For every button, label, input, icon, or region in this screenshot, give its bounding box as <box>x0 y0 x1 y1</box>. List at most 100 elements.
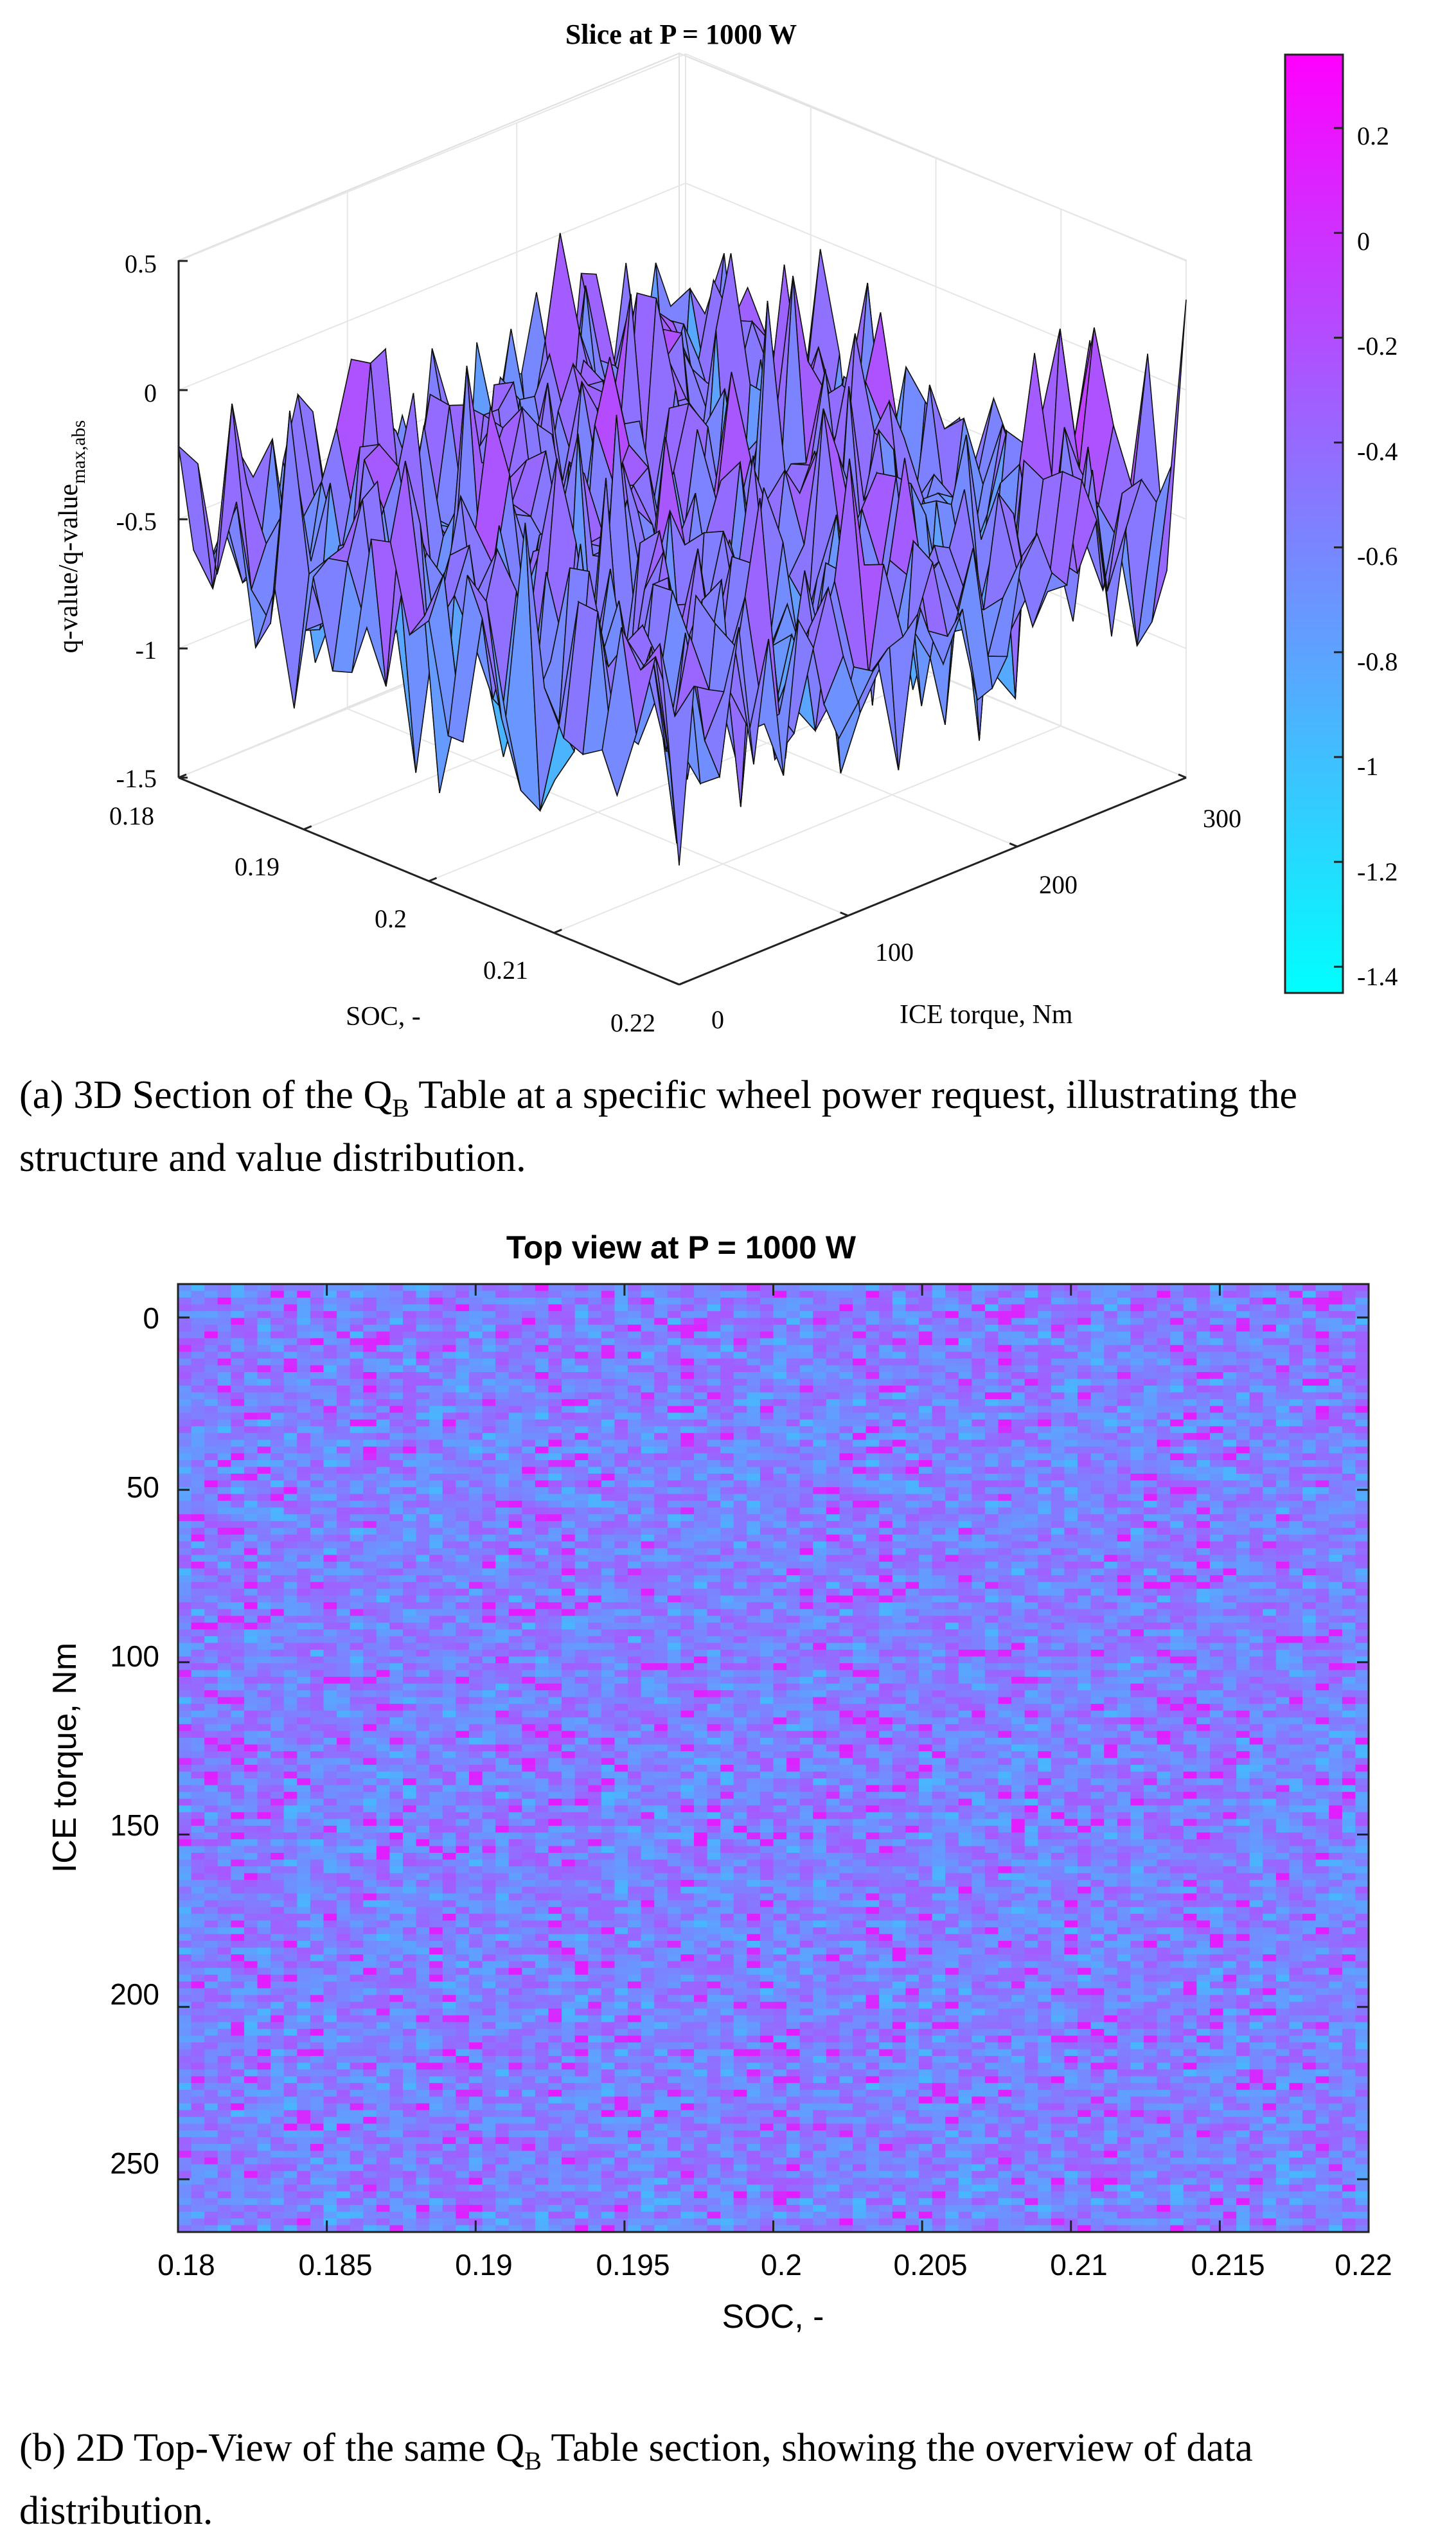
heatmap-cell <box>509 2130 522 2138</box>
heatmap-cell <box>469 1379 483 1386</box>
heatmap-cell <box>548 1636 562 1643</box>
heatmap-cell <box>429 2056 443 2063</box>
heatmap-cell <box>456 1758 469 1765</box>
heatmap-cell <box>297 2103 310 2111</box>
heatmap-cell <box>509 1582 522 1589</box>
heatmap-cell <box>310 1467 324 1474</box>
heatmap-cell <box>403 1873 416 1880</box>
heatmap-cell <box>297 1900 310 1907</box>
heatmap-cell <box>522 1995 535 2002</box>
heatmap-cell <box>443 1562 456 1569</box>
heatmap-cell <box>416 1298 430 1305</box>
heatmap-cell <box>443 2069 456 2076</box>
heatmap-cell <box>456 1704 469 1711</box>
heatmap-cell <box>218 1453 231 1460</box>
heatmap-cell <box>178 1717 191 1724</box>
heatmap-cell <box>323 1311 337 1318</box>
heatmap-cell <box>443 2015 456 2023</box>
heatmap-cell <box>456 2165 469 2172</box>
heatmap-cell <box>284 1778 297 1785</box>
heatmap-cell <box>377 1433 390 1440</box>
heatmap-cell <box>204 1501 218 1508</box>
heatmap-cell <box>456 1819 469 1826</box>
heatmap-cell <box>548 1440 562 1447</box>
heatmap-cell <box>469 1609 483 1616</box>
heatmap-cell <box>522 1954 535 1961</box>
heatmap-cell <box>483 1677 496 1684</box>
heatmap-cell <box>509 1447 522 1454</box>
heatmap-cell <box>416 1853 430 1860</box>
heatmap-cell <box>429 1907 443 1914</box>
heatmap-cell <box>218 1765 231 1772</box>
heatmap-cell <box>495 1751 509 1758</box>
heatmap-cell <box>495 2076 509 2084</box>
heatmap-cell <box>191 2035 205 2042</box>
heatmap-cell <box>204 1941 218 1948</box>
heatmap-cell <box>284 1711 297 1718</box>
heatmap-cell <box>416 1325 430 1332</box>
heatmap-cell <box>495 1812 509 1819</box>
heatmap-cell <box>522 1988 535 1996</box>
heatmap-cell <box>271 1636 284 1643</box>
heatmap-cell <box>218 1812 231 1819</box>
heatmap-cell <box>469 1501 483 1508</box>
heatmap-cell <box>284 2184 297 2192</box>
heatmap-cell <box>509 1305 522 1312</box>
heatmap-cell <box>403 1961 416 1969</box>
heatmap-cell <box>522 1805 535 1812</box>
heatmap-cell <box>204 1961 218 1969</box>
heatmap-cell <box>231 1772 244 1779</box>
heatmap-cell <box>191 2171 205 2178</box>
heatmap-cell <box>548 1365 562 1372</box>
heatmap-cell <box>522 1514 535 1521</box>
heatmap-cell <box>377 1386 390 1393</box>
heatmap-cell <box>389 1616 403 1623</box>
heatmap-cell <box>284 1413 297 1420</box>
heatmap-cell <box>522 1365 535 1372</box>
heatmap-cell <box>469 1433 483 1440</box>
heatmap-cell <box>377 1325 390 1332</box>
heatmap-cells <box>178 1284 1369 2233</box>
heatmap-cell <box>548 1501 562 1508</box>
heatmap-cell <box>509 1325 522 1332</box>
heatmap-cell <box>297 2069 310 2076</box>
heatmap-cell <box>363 1758 377 1765</box>
heatmap-cell <box>204 1887 218 1894</box>
heatmap-cell <box>231 1860 244 1867</box>
heatmap-cell <box>495 1460 509 1467</box>
heatmap-cell <box>389 1589 403 1596</box>
heatmap-cell <box>258 1413 271 1420</box>
heatmap-cell <box>191 1880 205 1887</box>
heatmap-cell <box>377 1948 390 1955</box>
heatmap-cell <box>443 2205 456 2212</box>
heatmap-cell <box>403 1555 416 1562</box>
heatmap-cell <box>522 1487 535 1494</box>
heatmap-cell <box>429 1541 443 1548</box>
heatmap-cell <box>363 1744 377 1751</box>
heatmap-cell <box>178 2022 191 2029</box>
heatmap-cell <box>297 1772 310 1779</box>
heatmap-cell <box>244 1792 258 1799</box>
heatmap-cell <box>377 1900 390 1907</box>
heatmap-cell <box>284 1826 297 1833</box>
heatmap-cell <box>350 1629 364 1636</box>
heatmap-cell <box>363 2035 377 2042</box>
heatmap-cell <box>509 1907 522 1914</box>
heatmap-cell <box>271 2130 284 2138</box>
heatmap-cell <box>469 1812 483 1819</box>
torque-tick-label: 0 <box>711 1005 724 1034</box>
heatmap-cell <box>350 2117 364 2124</box>
soc-tick-label: 0.2 <box>375 904 407 933</box>
heatmap-cell <box>297 1670 310 1677</box>
heatmap-cell <box>310 1812 324 1819</box>
heatmap-cell <box>443 1656 456 1663</box>
heatmap-cell <box>284 2171 297 2178</box>
heatmap-cell <box>403 2008 416 2015</box>
heatmap-cell <box>495 1981 509 1988</box>
heatmap-cell <box>416 2198 430 2205</box>
heatmap-cell <box>218 1413 231 1420</box>
heatmap-cell <box>403 1805 416 1812</box>
heatmap-cell <box>389 1338 403 1345</box>
heatmap-cell <box>350 2211 364 2219</box>
heatmap-cell <box>363 1887 377 1894</box>
